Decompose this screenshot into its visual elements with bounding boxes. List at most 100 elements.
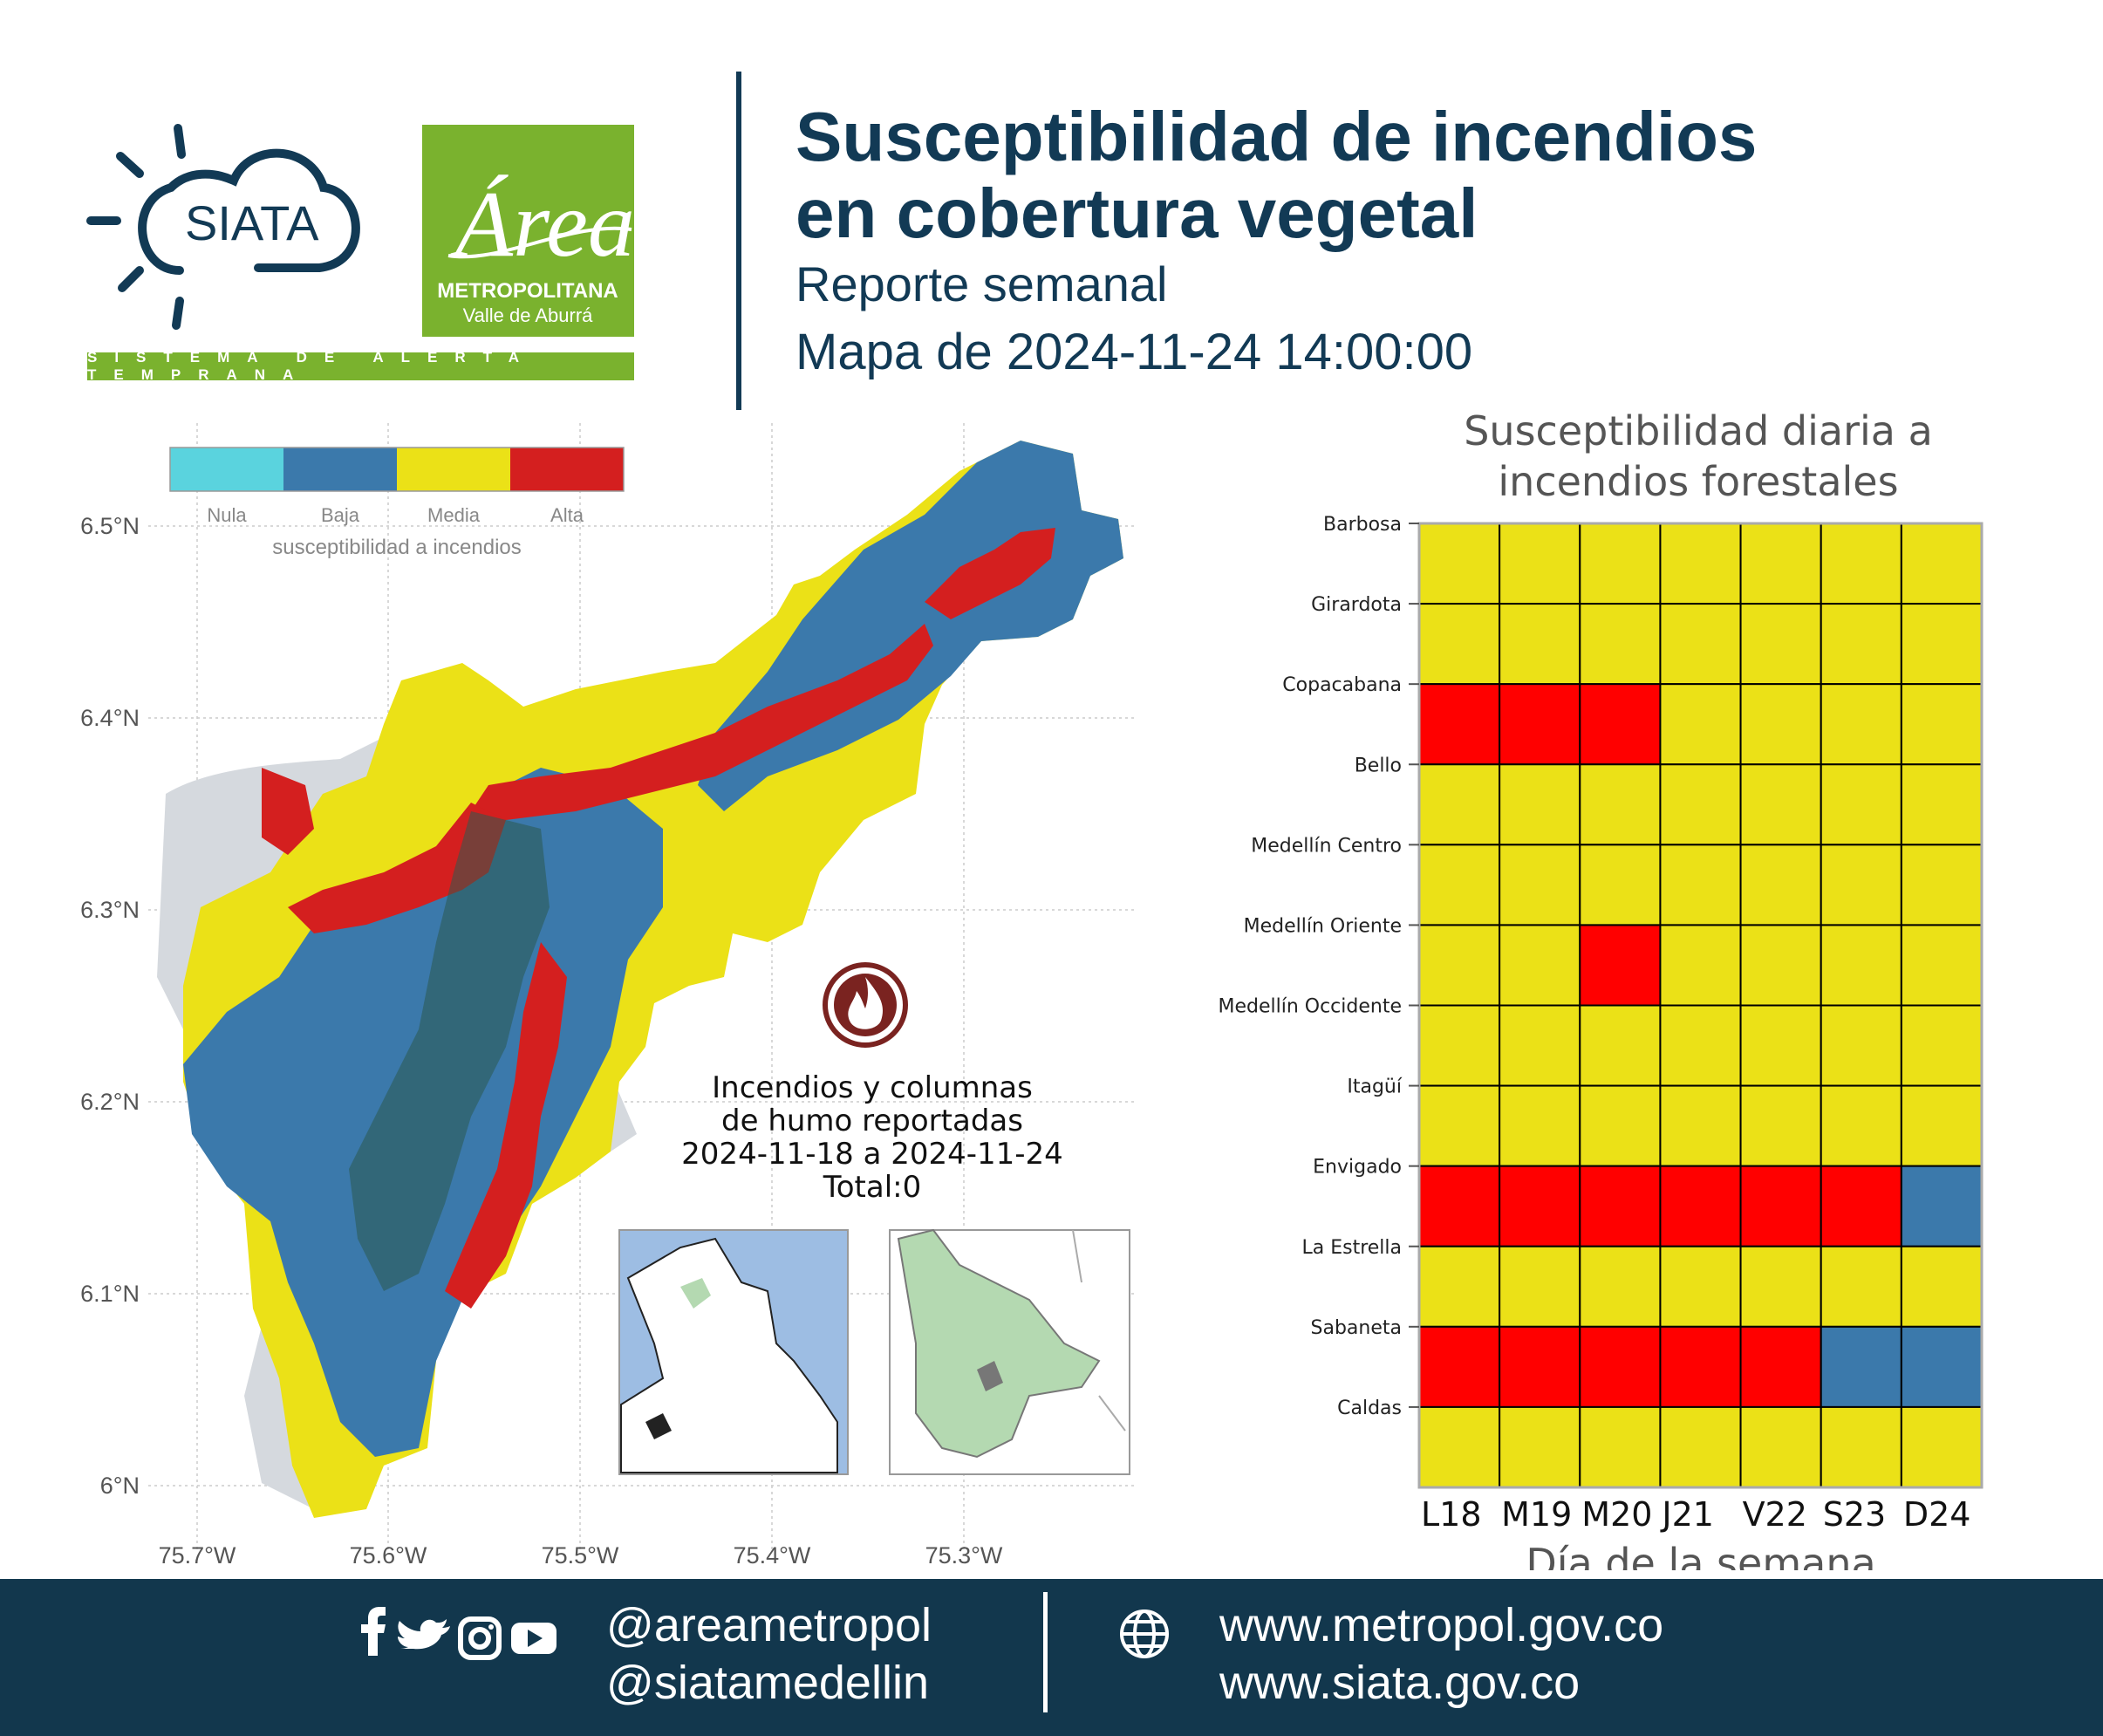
heatmap-cell — [1820, 1245, 1902, 1328]
heatmap-cell — [1739, 763, 1822, 846]
heatmap-cell — [1739, 683, 1822, 766]
legend-swatch-media — [397, 448, 510, 491]
heatmap-row-label: Envigado — [1313, 1157, 1402, 1179]
social-handle-siata[interactable]: @siatamedellin — [606, 1657, 929, 1709]
heatmap-cell — [1499, 683, 1581, 766]
legend-swatch-baja — [283, 448, 397, 491]
legend-label: Nula — [207, 504, 247, 526]
heatmap-cell — [1579, 924, 1662, 1007]
area-logo-script: Área — [450, 173, 634, 277]
heatmap-cell — [1739, 1084, 1822, 1167]
heatmap-cell — [1900, 603, 1983, 686]
sun-ray — [174, 124, 186, 159]
heatmap-cell — [1900, 1245, 1983, 1328]
website-link-siata[interactable]: www.siata.gov.co — [1219, 1657, 1581, 1709]
heatmap-title-line1: Susceptibilidad diaria a — [1464, 410, 1933, 455]
heatmap-row-label: La Estrella — [1301, 1237, 1402, 1259]
legend-label: Baja — [321, 504, 360, 526]
heatmap-cell — [1900, 844, 1983, 926]
area-logo-line1: METROPOLITANA — [437, 279, 618, 303]
heatmap-cell — [1659, 1245, 1742, 1328]
heatmap-cell — [1900, 1165, 1983, 1247]
cloud-outline — [138, 148, 360, 275]
heatmap-cell — [1739, 1405, 1822, 1488]
fires-text-line4: Total:0 — [823, 1170, 922, 1205]
heatmap-cell — [1499, 1165, 1581, 1247]
heatmap-cell — [1499, 763, 1581, 846]
heatmap-cell — [1659, 603, 1742, 686]
heatmap-cell — [1499, 523, 1581, 605]
social-handle-area[interactable]: @areametropol — [606, 1599, 932, 1651]
heatmap-cell — [1820, 1004, 1902, 1087]
heatmap-cell — [1820, 1405, 1902, 1488]
heatmap-cell — [1820, 1165, 1902, 1247]
heatmap-cell — [1579, 1245, 1662, 1328]
fire-icon — [823, 962, 908, 1048]
twitter-icon[interactable] — [398, 1619, 450, 1650]
region-alta-central — [288, 803, 506, 933]
heatmap-cell — [1418, 683, 1501, 766]
heatmap-row-label: Itagüí — [1347, 1076, 1403, 1098]
heatmap-cell — [1659, 844, 1742, 926]
facebook-icon[interactable] — [361, 1607, 386, 1656]
fires-text-line1: Incendios y columnas — [712, 1070, 1033, 1105]
heatmap-cell — [1579, 1165, 1662, 1247]
heatmap-cell — [1739, 1245, 1822, 1328]
heatmap-cell — [1499, 1004, 1581, 1087]
lon-label: 75.7°W — [159, 1542, 236, 1569]
heatmap-cell — [1820, 523, 1902, 605]
heatmap-col-label: D24 — [1903, 1495, 1971, 1534]
heatmap-cell — [1659, 683, 1742, 766]
heatmap-row-label: Girardota — [1311, 594, 1402, 616]
inset-map-colombia — [618, 1229, 849, 1475]
map-date: Mapa de 2024-11-24 14:00:00 — [795, 324, 1473, 380]
website-link-metropol[interactable]: www.metropol.gov.co — [1219, 1599, 1664, 1651]
heatmap-cell — [1499, 1084, 1581, 1167]
heatmap-cell — [1579, 763, 1662, 846]
legend-caption: susceptibilidad a incendios — [272, 536, 522, 559]
heatmap-cell — [1579, 523, 1662, 605]
heatmap-cell — [1418, 924, 1501, 1007]
heatmap-col-label: M20 — [1581, 1495, 1652, 1534]
heatmap-cell — [1579, 1325, 1662, 1408]
social-icons — [361, 1607, 556, 1660]
region-alta-corridor — [471, 624, 933, 820]
instagram-icon[interactable] — [458, 1616, 502, 1660]
heatmap-cell — [1659, 1405, 1742, 1488]
heatmap-cell — [1820, 924, 1902, 1007]
legend-swatch-nula — [170, 448, 283, 491]
heatmap-cell — [1659, 1004, 1742, 1087]
lon-label: 75.5°W — [542, 1542, 619, 1569]
sun-ray — [172, 297, 184, 330]
heatmap-cell — [1739, 844, 1822, 926]
heatmap-cell — [1659, 763, 1742, 846]
heatmap-cell — [1659, 523, 1742, 605]
area-logo-line2: Valle de Aburrá — [463, 304, 594, 326]
heatmap-cell — [1418, 1245, 1501, 1328]
lat-label: 6.1°N — [80, 1281, 140, 1307]
lon-label: 75.3°W — [925, 1542, 1003, 1569]
heatmap-row-label: Medellín Centro — [1251, 835, 1402, 857]
heatmap-cell — [1739, 1165, 1822, 1247]
heatmap-cell — [1659, 1325, 1742, 1408]
legend-label: Media — [427, 504, 481, 526]
lat-label: 6.2°N — [80, 1089, 140, 1115]
heatmap-row-label: Medellín Oriente — [1244, 915, 1402, 937]
heatmap-cell — [1499, 1325, 1581, 1408]
heatmap-cell — [1418, 523, 1501, 605]
header-divider — [736, 72, 741, 410]
youtube-icon[interactable] — [511, 1623, 556, 1654]
map-legend: Nula Baja Media Alta susceptibilidad a i… — [169, 447, 625, 559]
daily-susceptibility-heatmap: Susceptibilidad diaria a incendios fores… — [1218, 410, 1984, 1587]
lon-label: 75.4°W — [734, 1542, 811, 1569]
heatmap-cell — [1820, 683, 1902, 766]
heatmap-col-label: M19 — [1501, 1495, 1572, 1534]
fires-text-line3: 2024-11-18 a 2024-11-24 — [681, 1137, 1063, 1172]
heatmap-cell — [1579, 1084, 1662, 1167]
page-subtitle: Reporte semanal — [795, 256, 1168, 311]
heatmap-row-label: Barbosa — [1323, 514, 1402, 536]
sun-ray — [118, 266, 144, 292]
heatmap-cell — [1820, 603, 1902, 686]
heatmap-row-label: Medellín Occidente — [1218, 996, 1402, 1018]
page-title-line1: Susceptibilidad de incendios — [795, 98, 1758, 175]
